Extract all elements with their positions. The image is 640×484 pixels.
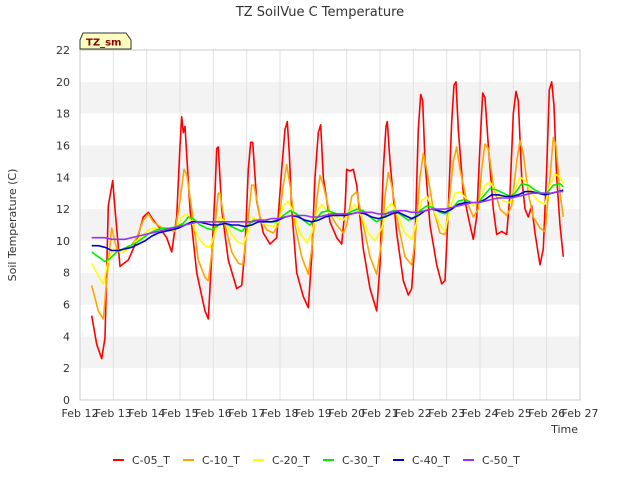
series-line-c-50-t <box>91 190 564 241</box>
y-tick-label: 16 <box>56 139 70 152</box>
x-tick-label: Feb 26 <box>528 407 565 420</box>
legend-label: C-10_T <box>202 454 240 467</box>
y-tick-label: 14 <box>56 171 70 184</box>
y-tick-label: 22 <box>56 44 70 57</box>
series-line-c-40-t <box>91 189 564 252</box>
grid-band <box>80 145 580 178</box>
plot-area <box>79 49 581 401</box>
x-tick-label: Feb 24 <box>462 407 499 420</box>
grid-band <box>80 272 580 305</box>
legend-item: C-50_T <box>463 454 520 467</box>
y-tick-label: 18 <box>56 108 70 121</box>
x-tick-label: Feb 12 <box>62 407 99 420</box>
y-axis-ticks: 0 2 4 6 8 10 12 14 16 18 20 22 <box>56 44 70 407</box>
legend-item: C-20_T <box>253 454 310 467</box>
y-axis-label: Soil Temperature (C) <box>6 169 19 282</box>
x-tick-label: Feb 21 <box>362 407 399 420</box>
grid-band <box>80 113 580 146</box>
y-tick-label: 4 <box>63 330 70 343</box>
x-tick-label: Feb 19 <box>295 407 332 420</box>
x-tick-label: Feb 13 <box>95 407 132 420</box>
x-tick-label: Feb 27 <box>562 407 599 420</box>
y-tick-label: 0 <box>63 394 70 407</box>
series-line-c-20-t <box>90 173 565 285</box>
legend-label: C-30_T <box>342 454 380 467</box>
y-tick-label: 12 <box>56 203 70 216</box>
grid-band <box>80 368 580 400</box>
x-tick-label: Feb 22 <box>395 407 432 420</box>
legend: C-05_T C-10_T C-20_T C-30_T C-40_T C-50_T <box>113 454 520 467</box>
legend-item: C-40_T <box>393 454 450 467</box>
x-tick-label: Feb 17 <box>228 407 265 420</box>
y-tick-label: 20 <box>56 76 70 89</box>
grid-band <box>80 240 580 273</box>
annotation-box: TZ_sm <box>79 32 132 50</box>
legend-item: C-10_T <box>183 454 240 467</box>
series-lines <box>90 81 565 360</box>
y-tick-label: 2 <box>63 362 70 375</box>
legend-label: C-20_T <box>272 454 310 467</box>
plot-frame <box>79 49 581 401</box>
y-tick-label: 10 <box>56 235 70 248</box>
legend-item: C-30_T <box>323 454 380 467</box>
grid-band <box>80 81 580 114</box>
annotation-box-shape <box>79 32 132 50</box>
chart-title: TZ SoilVue C Temperature <box>235 5 404 20</box>
legend-item: C-05_T <box>113 454 170 467</box>
annotation-text: TZ_sm <box>86 38 121 49</box>
grid-band <box>80 336 580 369</box>
x-tick-label: Feb 25 <box>495 407 532 420</box>
x-tick-label: Feb 15 <box>162 407 199 420</box>
x-tick-label: Feb 18 <box>262 407 299 420</box>
legend-label: C-50_T <box>482 454 520 467</box>
y-tick-label: 8 <box>63 267 70 280</box>
grid-band <box>80 50 580 82</box>
grid-bands <box>80 50 580 400</box>
x-tick-label: Feb 23 <box>428 407 465 420</box>
x-tick-label: Feb 20 <box>328 407 365 420</box>
series-line-c-05-t <box>90 81 565 360</box>
y-tick-label: 6 <box>63 299 70 312</box>
series-line-c-10-t <box>90 136 565 320</box>
x-tick-label: Feb 16 <box>195 407 232 420</box>
x-axis-label: Time <box>550 423 578 436</box>
x-tick-label: Feb 14 <box>128 407 165 420</box>
legend-label: C-40_T <box>412 454 450 467</box>
legend-label: C-05_T <box>132 454 170 467</box>
grid-band <box>80 304 580 337</box>
